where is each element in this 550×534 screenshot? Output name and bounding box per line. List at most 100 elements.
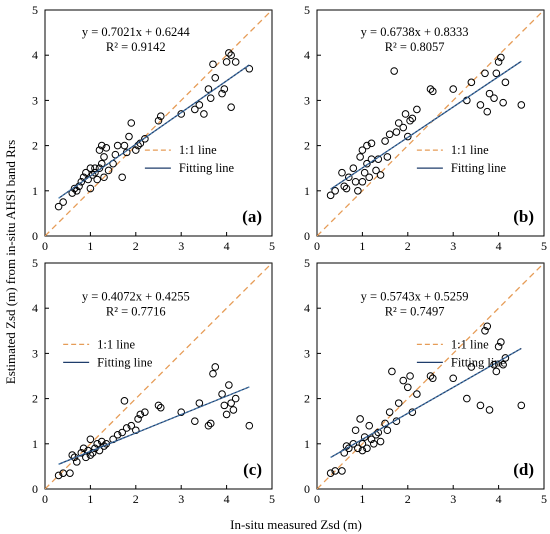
- legend-label-fitting: Fitting line: [451, 355, 507, 369]
- data-point: [134, 415, 142, 423]
- data-point: [490, 94, 498, 102]
- data-point: [363, 141, 371, 150]
- data-point: [86, 184, 95, 193]
- data-point: [211, 74, 220, 82]
- data-point: [428, 374, 437, 383]
- data-point: [331, 187, 339, 195]
- data-point: [231, 58, 240, 66]
- data-point: [517, 101, 526, 109]
- legend-label-one-to-one: 1:1 line: [97, 337, 135, 351]
- data-point: [200, 110, 208, 118]
- data-point: [383, 153, 392, 161]
- data-point: [77, 449, 86, 457]
- x-tick-label: 3: [450, 239, 456, 253]
- data-point: [113, 430, 122, 439]
- data-point: [385, 408, 394, 416]
- data-point: [517, 401, 526, 410]
- data-point: [406, 116, 414, 125]
- regression-equation: y = 0.6738x + 0.8333: [361, 25, 469, 39]
- data-point: [481, 69, 489, 78]
- data-point: [122, 424, 131, 432]
- data-point: [392, 128, 401, 136]
- x-axis-title: In-situ measured Zsd (m): [230, 517, 362, 532]
- data-point: [68, 189, 77, 197]
- data-point: [413, 390, 421, 398]
- x-tick-label: 1: [87, 239, 93, 253]
- data-point: [118, 173, 126, 182]
- data-point: [97, 437, 106, 446]
- data-point: [338, 168, 346, 177]
- data-point: [485, 89, 494, 98]
- data-point: [245, 421, 254, 430]
- data-point: [428, 87, 437, 96]
- data-point: [383, 426, 392, 435]
- data-point: [177, 408, 185, 416]
- data-point: [231, 394, 240, 403]
- data-point: [72, 458, 81, 466]
- data-point: [390, 67, 398, 75]
- y-tick-label: 2: [32, 392, 38, 406]
- data-point: [104, 166, 113, 175]
- data-point: [388, 367, 396, 376]
- fitting-line-highlight: [58, 64, 250, 199]
- x-tick-label: 1: [87, 492, 93, 506]
- panel-label: (d): [513, 460, 534, 479]
- legend-label-one-to-one: 1:1 line: [451, 337, 489, 351]
- data-point: [70, 184, 79, 193]
- data-point: [91, 168, 99, 177]
- data-point: [372, 166, 380, 175]
- data-point: [494, 58, 503, 66]
- data-point: [191, 417, 199, 426]
- y-tick-label: 2: [304, 392, 310, 406]
- legend-label-fitting: Fitting line: [451, 161, 507, 175]
- y-tick-label: 1: [304, 184, 310, 198]
- data-point: [100, 173, 108, 182]
- data-point: [497, 338, 505, 346]
- data-point: [367, 435, 376, 444]
- panel-label: (a): [242, 207, 262, 226]
- plot-frame: [316, 262, 545, 490]
- data-point: [95, 164, 104, 172]
- data-point: [385, 130, 394, 139]
- y-tick-label: 0: [32, 482, 38, 496]
- data-point: [497, 53, 505, 62]
- data-point: [326, 469, 335, 477]
- data-point: [494, 342, 503, 351]
- x-tick-label: 2: [133, 492, 139, 506]
- y-tick-label: 5: [304, 3, 310, 17]
- data-point: [501, 78, 510, 87]
- data-point: [338, 467, 346, 475]
- data-point: [376, 171, 385, 179]
- x-tick-label: 3: [178, 492, 184, 506]
- legend-label-fitting: Fitting line: [97, 355, 153, 369]
- x-tick-label: 4: [224, 492, 230, 506]
- data-point: [449, 85, 458, 93]
- data-point: [360, 433, 369, 441]
- data-point: [77, 177, 86, 186]
- data-point: [204, 85, 213, 93]
- data-point: [499, 98, 507, 107]
- plot-area: [45, 263, 272, 489]
- x-tick-label: 0: [42, 239, 48, 253]
- data-point: [222, 410, 231, 419]
- legend-label-fitting: Fitting line: [179, 161, 235, 175]
- data-point: [91, 164, 99, 172]
- x-tick-label: 1: [359, 239, 365, 253]
- y-tick-label: 1: [304, 437, 310, 451]
- data-point: [476, 101, 485, 109]
- plot-area: [317, 263, 544, 489]
- y-tick-label: 4: [32, 301, 38, 315]
- data-point: [367, 139, 376, 148]
- data-point: [492, 367, 501, 376]
- y-tick-label: 4: [32, 48, 38, 62]
- y-tick-label: 0: [304, 482, 310, 496]
- y-axis-title: Estimated Zsd (m) from in-situ AHSI band…: [3, 140, 18, 384]
- y-tick-label: 4: [304, 301, 310, 315]
- x-tick-label: 5: [541, 492, 547, 506]
- data-point: [113, 141, 122, 150]
- regression-equation: y = 0.4072x + 0.4255: [82, 289, 190, 303]
- plot-area: [317, 10, 544, 236]
- data-point: [381, 137, 389, 145]
- regression-equation: y = 0.7021x + 0.6244: [82, 25, 191, 39]
